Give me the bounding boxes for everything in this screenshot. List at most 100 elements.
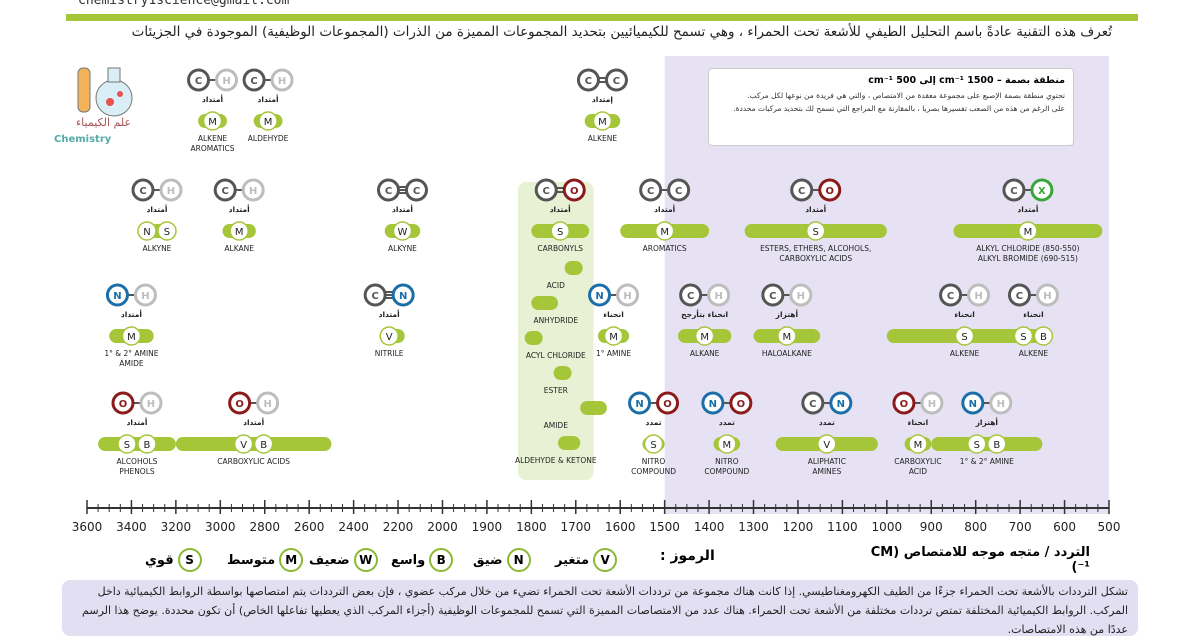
atom-h-icon (1035, 283, 1059, 307)
atom-label: C (613, 76, 620, 87)
atom-label: H (222, 76, 230, 87)
intro-text: تُعرف هذه التقنية عادةً باسم التحليل الط… (131, 24, 1112, 40)
atom-o-icon (892, 391, 916, 415)
atom-label: H (249, 186, 257, 197)
atom-c-icon (213, 178, 237, 202)
atom-h-icon (989, 391, 1013, 415)
legend-title: الرموز : (660, 548, 715, 564)
functional-group-label: ALKANE (224, 244, 254, 253)
vibration-label: أمتداد (654, 204, 675, 214)
vibration-label: تمدد (646, 418, 662, 427)
intensity-badge (1013, 326, 1034, 346)
atom-c-icon (679, 283, 703, 307)
vibration-label: انحناء (1023, 310, 1044, 319)
intensity-badge (117, 434, 137, 454)
x-axis-title: التردد / متجه موجه للامتصاص (CM ⁻¹) (870, 545, 1090, 575)
atom-label: C (647, 186, 654, 197)
intensity-badge (550, 221, 570, 241)
vibration-label: انحناء (954, 310, 975, 319)
intensity-code: B (1040, 332, 1047, 343)
header-accent-bar (66, 14, 1138, 21)
functional-group-label: ALKYNE (143, 244, 172, 253)
atom-n-icon (391, 283, 415, 307)
atom-label: C (195, 76, 202, 87)
atom-label: N (595, 291, 603, 302)
x-tick-label: 3200 (161, 520, 192, 534)
carbonyl-band (553, 366, 572, 380)
atom-c-icon (242, 68, 266, 92)
intensity-code: W (398, 227, 408, 238)
intensity-badge (137, 434, 157, 454)
intensity-code: M (235, 227, 244, 238)
atom-c-icon (404, 178, 428, 202)
intensity-code: V (240, 440, 247, 451)
x-tick-label: 1700 (561, 520, 592, 534)
intensity-badge (1033, 326, 1054, 346)
logo-english-label: Chemistry (54, 134, 112, 145)
atom-n-icon (829, 391, 853, 415)
atom-o-icon (729, 391, 753, 415)
intensity-badge (592, 111, 613, 131)
intensity-badge (1018, 221, 1038, 241)
atom-label: O (900, 399, 909, 410)
vibration-label: أمتداد (805, 204, 826, 214)
x-tick-label: 1100 (827, 520, 858, 534)
carbonyl-label: ACYL CHLORIDE (526, 351, 586, 360)
functional-group-label: CARBONYLS (537, 244, 583, 253)
fingerprint-desc-1: تحتوي منطقة بصمة الإصبع على مجموعة معقدة… (747, 91, 1065, 100)
intensity-badge (258, 111, 278, 131)
right-frame (1170, 0, 1200, 630)
atom-label: X (1038, 186, 1046, 197)
intensity-code: M (914, 440, 923, 451)
footnote-line-2: المركب. الروابط الكيميائية المختلفة تمتص… (82, 604, 1128, 617)
intensity-code: M (783, 332, 792, 343)
atom-label: O (663, 399, 672, 410)
functional-group-label: AMIDE (119, 359, 144, 368)
atom-n-icon (701, 391, 725, 415)
x-tick-label: 1000 (872, 520, 903, 534)
vibration-label: أمتداد (202, 94, 223, 104)
atom-label: H (1043, 291, 1051, 302)
atom-label: H (714, 291, 722, 302)
intensity-badge (379, 326, 399, 346)
carbonyl-label: ESTER (544, 386, 568, 395)
legend-code-badge: B (429, 548, 454, 572)
atom-c-icon (131, 178, 155, 202)
atom-label: C (222, 186, 229, 197)
vibration-label: أهتزاز (975, 417, 998, 427)
vibration-label: أمتداد (229, 204, 250, 214)
vibration-label: أمتداد (121, 309, 142, 319)
contact-email[interactable]: chemistry1science@gmail.com (78, 0, 290, 8)
intensity-badge (121, 326, 142, 346)
atom-label: C (413, 186, 420, 197)
atom-c-icon (376, 178, 400, 202)
atom-label: C (543, 186, 550, 197)
functional-group-label: COMPOUND (704, 467, 749, 476)
atom-label: H (797, 291, 805, 302)
functional-group-label: ALKANE (690, 349, 720, 358)
atom-label: N (635, 399, 643, 410)
x-tick-label: 500 (1098, 520, 1121, 534)
legend-code-badge: V (593, 548, 618, 572)
atom-label: C (250, 76, 257, 87)
chemistry-logo-icon (77, 67, 133, 117)
legend-item: Wضعيف (309, 548, 378, 572)
vibration-label: أمتداد (550, 204, 571, 214)
atom-h-icon (159, 178, 183, 202)
intensity-code: S (124, 440, 130, 451)
legend-label: واسع (391, 553, 426, 568)
functional-group-label: ALKENE (198, 134, 228, 143)
x-tick-label: 1500 (649, 520, 680, 534)
atom-label: N (113, 291, 121, 302)
functional-group-label: ALKYL BROMIDE (690-515) (978, 254, 1078, 263)
atom-c-icon (639, 178, 663, 202)
atom-h-icon (215, 68, 239, 92)
intensity-badge (817, 434, 837, 454)
intensity-code: S (813, 227, 819, 238)
x-tick-label: 2400 (338, 520, 369, 534)
atom-label: C (385, 186, 392, 197)
intensity-code: S (1020, 332, 1026, 343)
intensity-badge (229, 221, 249, 241)
intensity-badge (694, 326, 715, 346)
fingerprint-title: منطقة بصمة – 1500 cm⁻¹ إلى 500 cm⁻¹ (868, 75, 1065, 86)
